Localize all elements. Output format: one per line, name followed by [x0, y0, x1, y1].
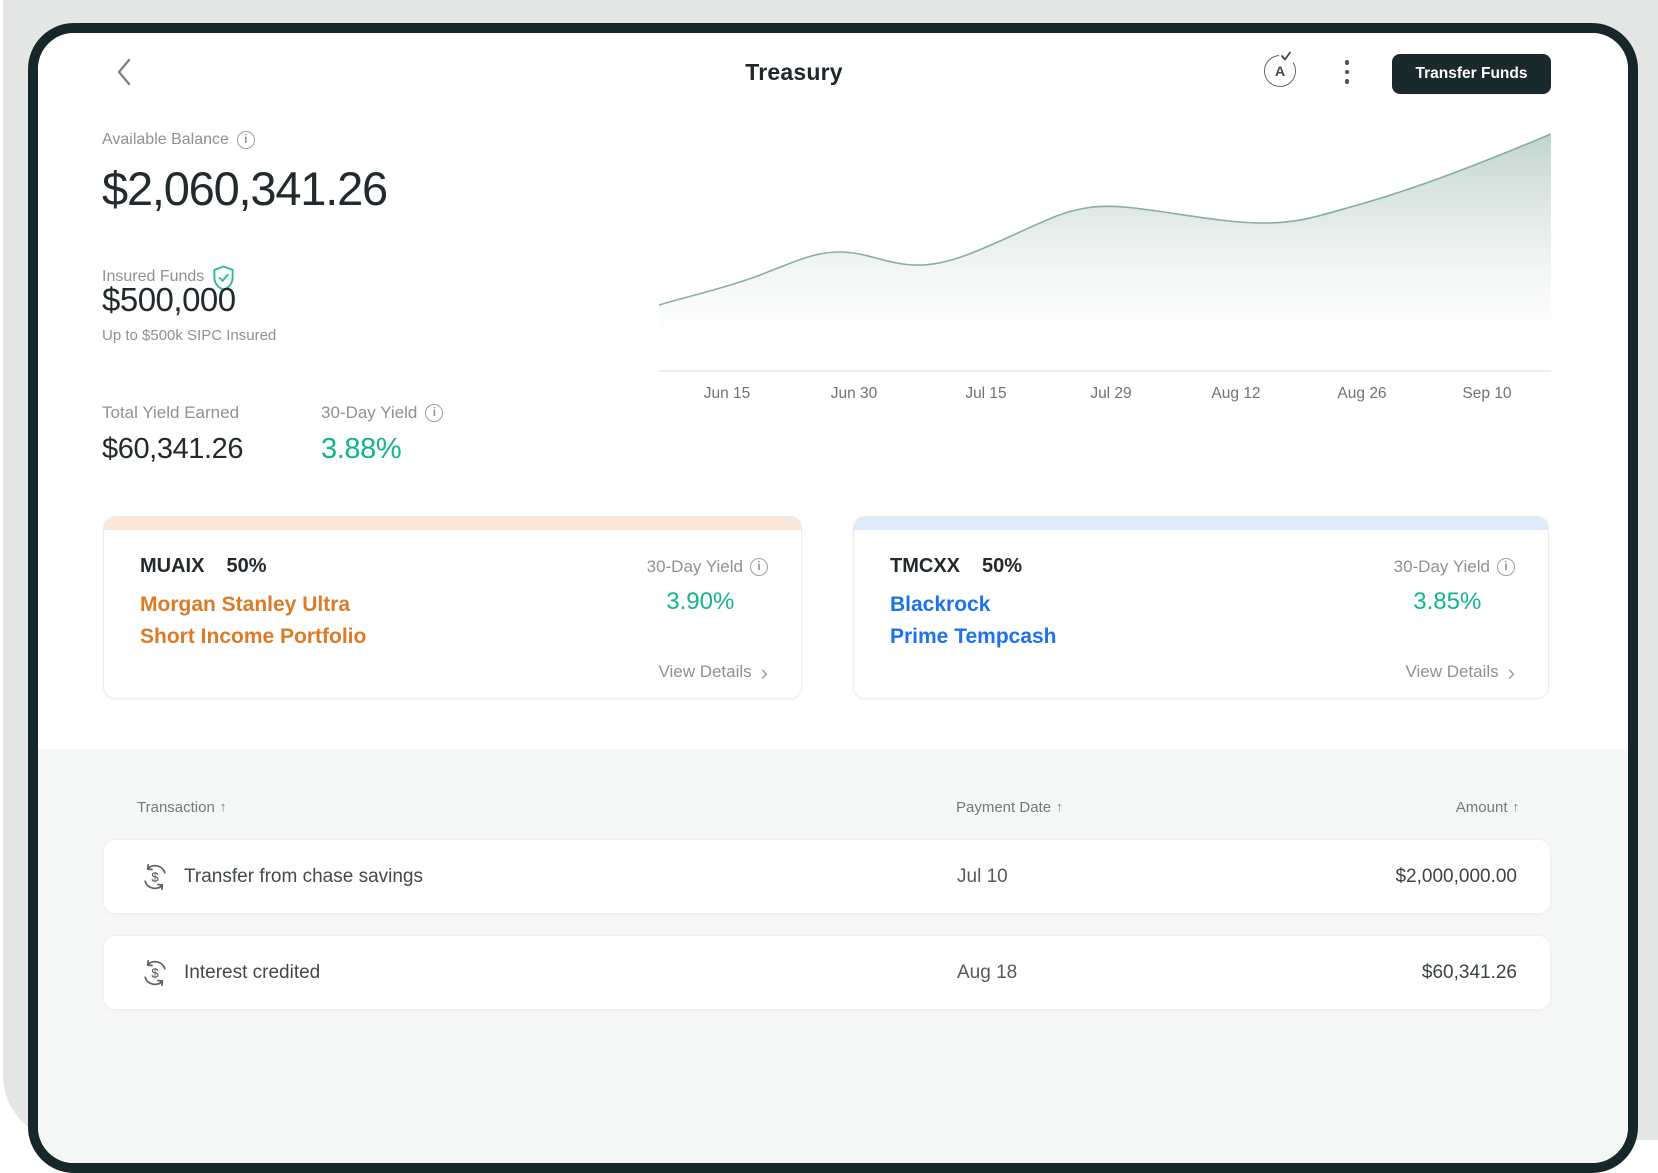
- info-icon[interactable]: i: [1497, 558, 1515, 576]
- transaction-amount: $2,000,000.00: [1395, 865, 1517, 887]
- auto-approve-icon[interactable]: A: [1264, 50, 1296, 87]
- fund-allocation: 50%: [982, 555, 1023, 577]
- transaction-description: Interest credited: [184, 961, 321, 983]
- svg-text:$: $: [151, 869, 159, 884]
- view-details-link[interactable]: View Details ›: [1405, 659, 1515, 685]
- thirty-day-yield-value: 3.88%: [321, 433, 402, 465]
- back-button[interactable]: [108, 55, 140, 91]
- transaction-date: Aug 18: [957, 961, 1018, 983]
- dollar-cycle-icon: $: [140, 958, 170, 988]
- axis-tick: Aug 26: [1337, 385, 1387, 402]
- column-label: Transaction: [137, 799, 215, 816]
- info-icon[interactable]: i: [425, 404, 444, 422]
- insured-funds-label: Insured Funds: [102, 267, 205, 285]
- column-header-amount[interactable]: Amount ↑: [1456, 799, 1519, 816]
- transaction-description: Transfer from chase savings: [184, 865, 423, 887]
- sipc-note: Up to $500k SIPC Insured: [102, 327, 277, 344]
- fund-ticker: TMCXX: [890, 555, 960, 577]
- sort-asc-icon: ↑: [219, 799, 227, 814]
- fund-name-line: Prime Tempcash: [890, 625, 1057, 648]
- column-label: Payment Date: [956, 799, 1052, 816]
- check-icon: [1279, 50, 1293, 63]
- axis-tick: Jun 30: [830, 385, 878, 402]
- shield-check-icon: [212, 265, 235, 296]
- axis-tick: Jun 15: [703, 385, 751, 402]
- kebab-menu-icon[interactable]: [1338, 57, 1356, 87]
- fund-accent-strip: [854, 517, 1548, 530]
- fund-card-muaix: MUAIX 50% Morgan Stanley Ultra Short Inc…: [103, 516, 802, 699]
- auto-icon-letter: A: [1274, 63, 1286, 79]
- fund-name-line: Blackrock: [890, 593, 991, 616]
- page-title: Treasury: [745, 59, 843, 85]
- fund-allocation: 50%: [226, 555, 267, 577]
- info-icon[interactable]: i: [236, 131, 255, 149]
- transaction-row[interactable]: $ Interest credited Aug 18 $60,341.26: [103, 935, 1551, 1010]
- fund-accent-strip: [104, 517, 801, 530]
- column-label: Amount: [1455, 799, 1508, 816]
- column-header-transaction[interactable]: Transaction ↑: [137, 799, 226, 816]
- balance-area-chart: Jun 15 Jun 30 Jul 15 Jul 29 Aug 12 Aug 2…: [659, 109, 1551, 407]
- total-yield-value: $60,341.26: [102, 433, 244, 465]
- available-balance-value: $2,060,341.26: [102, 162, 388, 215]
- axis-tick: Aug 12: [1211, 385, 1261, 402]
- fund-yield-value: 3.90%: [666, 588, 735, 615]
- fund-ticker: MUAIX: [140, 555, 205, 577]
- svg-text:$: $: [151, 965, 159, 980]
- view-details-label: View Details: [1405, 662, 1499, 681]
- x-axis-labels: Jun 15 Jun 30 Jul 15 Jul 29 Aug 12 Aug 2…: [659, 385, 1551, 407]
- axis-tick: Jul 15: [965, 385, 1007, 402]
- fund-name-line: Short Income Portfolio: [140, 625, 367, 648]
- view-details-link[interactable]: View Details ›: [658, 659, 768, 685]
- fund-yield-value: 3.85%: [1413, 588, 1482, 615]
- axis-tick: Sep 10: [1462, 385, 1512, 402]
- transfer-funds-button[interactable]: Transfer Funds: [1392, 54, 1551, 94]
- transactions-section: Transaction ↑ Payment Date ↑ Amount ↑: [38, 749, 1628, 1163]
- chevron-right-icon: ›: [760, 659, 768, 685]
- view-details-label: View Details: [658, 662, 752, 681]
- transaction-date: Jul 10: [957, 865, 1008, 887]
- device-frame: Treasury A Transfer Funds Available Bala…: [28, 23, 1638, 1173]
- app-screen: Treasury A Transfer Funds Available Bala…: [38, 33, 1628, 1163]
- dollar-cycle-icon: $: [140, 862, 170, 892]
- back-chevron-icon: [116, 58, 132, 90]
- transaction-row[interactable]: $ Transfer from chase savings Jul 10 $2,…: [103, 839, 1551, 914]
- column-header-payment-date[interactable]: Payment Date ↑: [956, 799, 1063, 816]
- sort-asc-icon: ↑: [1056, 799, 1063, 814]
- fund-yield-label: 30-Day Yield: [646, 557, 743, 576]
- axis-tick: Jul 29: [1090, 385, 1132, 402]
- total-yield-label: Total Yield Earned: [102, 403, 240, 422]
- area-chart-svg: [659, 133, 1551, 372]
- fund-yield-label: 30-Day Yield: [1393, 557, 1490, 576]
- insured-funds-value: $500,000: [102, 281, 236, 318]
- chevron-right-icon: ›: [1507, 659, 1515, 685]
- sort-asc-icon: ↑: [1512, 799, 1520, 814]
- fund-name-line: Morgan Stanley Ultra: [140, 593, 351, 616]
- info-icon[interactable]: i: [750, 558, 768, 576]
- available-balance-label: Available Balance: [102, 131, 229, 148]
- thirty-day-yield-label: 30-Day Yield: [321, 403, 418, 422]
- fund-card-tmcxx: TMCXX 50% Blackrock Prime Tempcash 30-Da…: [853, 516, 1549, 699]
- transaction-amount: $60,341.26: [1421, 961, 1517, 983]
